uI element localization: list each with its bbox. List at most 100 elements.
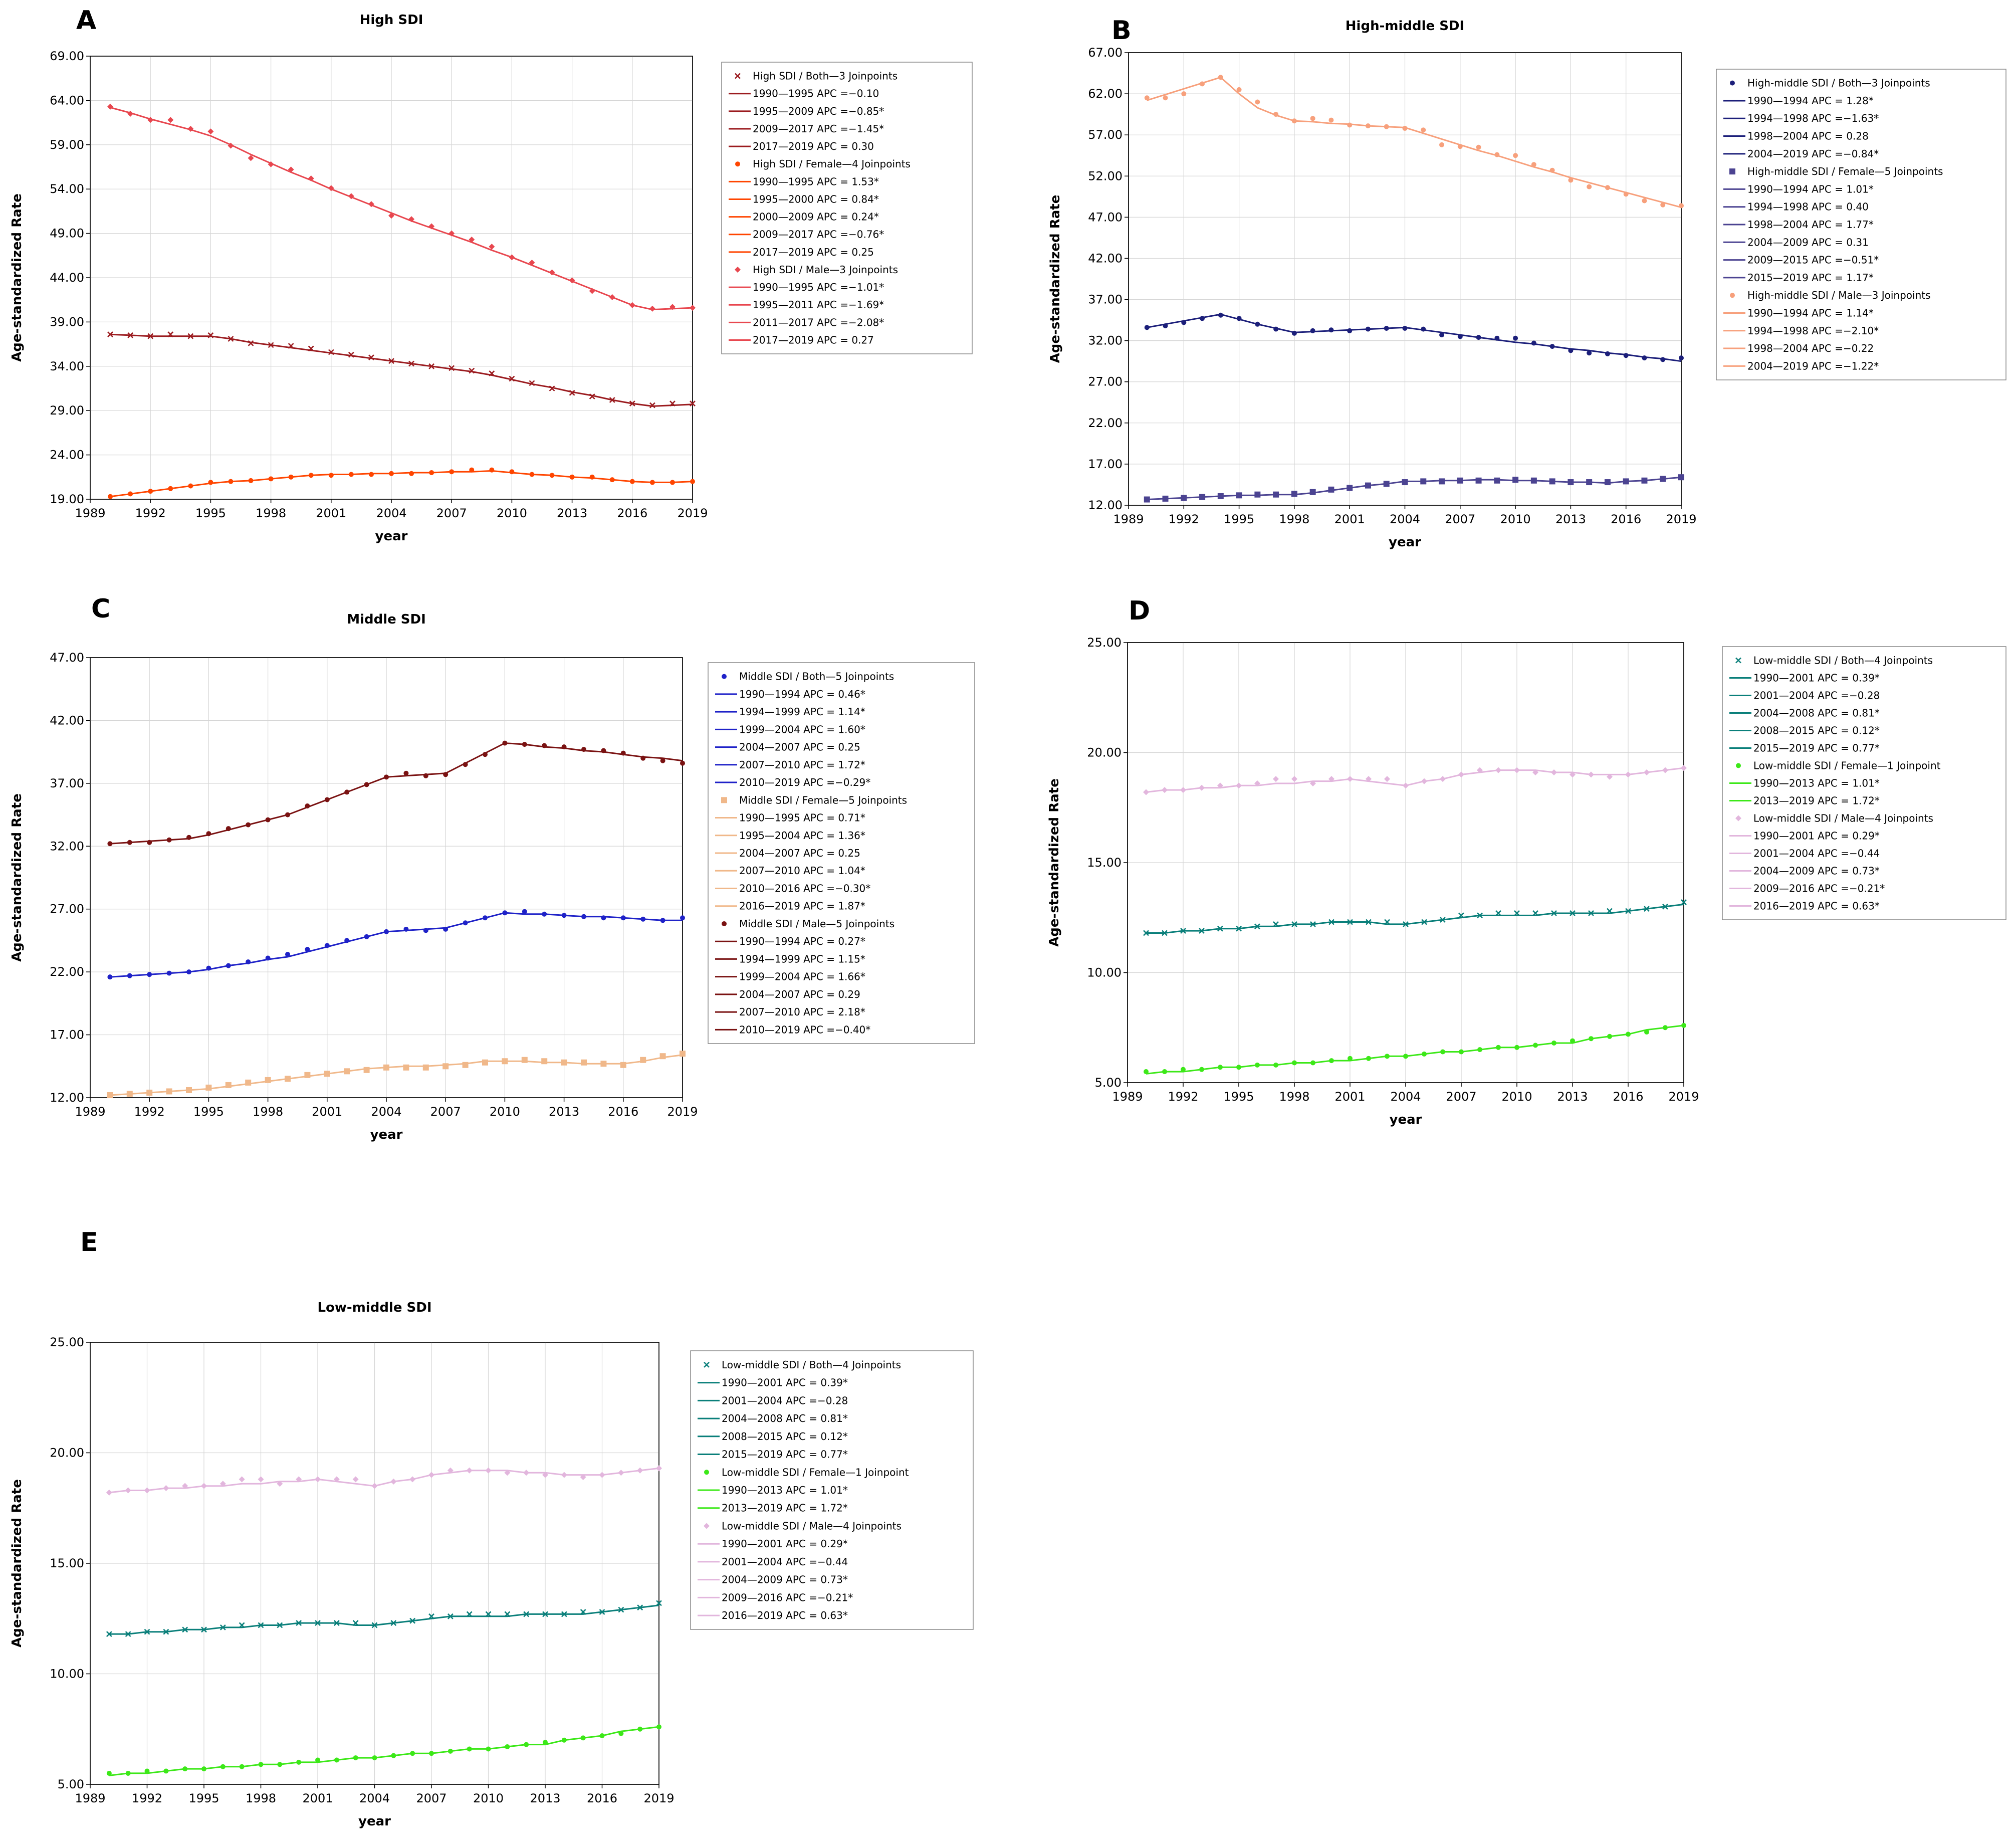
legend-apc-label: 1990—1994 APC = 1.01* bbox=[1747, 183, 1874, 195]
data-point bbox=[409, 1617, 416, 1624]
fitted-line bbox=[1146, 1024, 1684, 1075]
data-point bbox=[467, 1746, 472, 1752]
data-point bbox=[522, 909, 527, 914]
legend-series-label: High-middle SDI / Female—5 Joinpoints bbox=[1747, 165, 1943, 177]
data-point bbox=[1477, 912, 1483, 919]
legend-apc-label: 2001—2004 APC =−0.44 bbox=[722, 1556, 848, 1568]
data-point bbox=[637, 1467, 643, 1474]
x-tick-label: 1998 bbox=[1279, 512, 1309, 526]
data-point bbox=[1551, 1040, 1556, 1046]
data-point bbox=[1476, 144, 1481, 150]
data-point bbox=[1162, 1069, 1167, 1075]
data-point bbox=[1551, 769, 1557, 776]
legend-marker bbox=[722, 921, 727, 926]
fitted-line bbox=[109, 1604, 659, 1635]
data-point bbox=[106, 1489, 112, 1496]
data-point bbox=[1402, 479, 1408, 486]
data-point bbox=[388, 213, 394, 219]
y-tick-label: 69.00 bbox=[50, 49, 84, 63]
data-point bbox=[147, 972, 152, 977]
data-point bbox=[1383, 481, 1390, 487]
y-tick-label: 19.00 bbox=[50, 492, 84, 506]
data-point bbox=[186, 835, 191, 840]
x-tick-label: 2013 bbox=[1557, 1090, 1588, 1104]
data-point bbox=[1273, 491, 1279, 498]
data-point bbox=[1384, 124, 1389, 129]
x-tick-label: 2004 bbox=[1390, 512, 1420, 526]
legend-series-label: Low-middle SDI / Female—1 Joinpoint bbox=[722, 1466, 909, 1478]
data-point bbox=[277, 1481, 283, 1487]
legend-apc-label: 2009—2016 APC =−0.21* bbox=[1753, 883, 1885, 895]
data-point bbox=[1310, 328, 1315, 333]
data-point bbox=[1533, 1043, 1538, 1048]
data-point bbox=[1625, 771, 1631, 778]
data-point bbox=[1660, 357, 1666, 362]
data-point bbox=[1403, 921, 1409, 927]
legend-apc-label: 1990—2013 APC = 1.01* bbox=[1753, 777, 1880, 789]
data-point bbox=[1218, 1065, 1223, 1070]
data-point bbox=[384, 774, 389, 780]
legend-marker bbox=[704, 1361, 710, 1368]
data-point bbox=[1310, 1060, 1315, 1066]
legend-marker bbox=[704, 1523, 710, 1529]
y-tick-label: 34.00 bbox=[50, 359, 84, 373]
data-point bbox=[308, 473, 314, 478]
legend-apc-label: 2009—2016 APC =−0.21* bbox=[722, 1591, 853, 1603]
data-point bbox=[188, 483, 193, 489]
data-point bbox=[1422, 1051, 1427, 1057]
y-tick-label: 47.00 bbox=[50, 651, 84, 665]
data-point bbox=[1347, 122, 1353, 128]
data-point bbox=[1217, 925, 1223, 932]
data-point bbox=[599, 1733, 605, 1738]
y-tick-label: 20.00 bbox=[50, 1446, 84, 1460]
legend-apc-label: 1998—2004 APC =−0.22 bbox=[1747, 342, 1874, 354]
panel-letter: C bbox=[91, 594, 110, 624]
data-point bbox=[228, 336, 234, 342]
data-point bbox=[600, 1061, 607, 1067]
data-point bbox=[580, 1609, 586, 1615]
y-tick-label: 17.00 bbox=[50, 1028, 84, 1042]
data-point bbox=[580, 1735, 586, 1741]
data-point bbox=[660, 918, 665, 923]
data-point bbox=[1570, 1038, 1575, 1044]
x-tick-label: 2010 bbox=[1500, 512, 1531, 526]
series-3 bbox=[1143, 765, 1687, 795]
legend-apc-label: 1995—2009 APC =−0.85* bbox=[753, 105, 884, 117]
data-point bbox=[504, 1611, 511, 1617]
data-point bbox=[1162, 495, 1169, 502]
data-point bbox=[1236, 87, 1242, 92]
data-point bbox=[166, 1088, 172, 1095]
chart-title: Low-middle SDI bbox=[317, 1300, 431, 1315]
series-3 bbox=[107, 740, 685, 847]
data-point bbox=[680, 760, 685, 766]
x-tick-label: 1989 bbox=[1113, 512, 1144, 526]
data-point bbox=[1607, 908, 1613, 914]
data-point bbox=[125, 1631, 131, 1637]
legend-apc-label: 2004—2007 APC = 0.25 bbox=[739, 847, 860, 859]
y-axis-label: Age-standardized Rate bbox=[10, 193, 25, 362]
legend-apc-label: 2016—2019 APC = 0.63* bbox=[722, 1609, 848, 1621]
legend-apc-label: 1995—2004 APC = 1.36* bbox=[739, 830, 865, 842]
x-axis-label: year bbox=[1389, 535, 1421, 550]
data-point bbox=[428, 1472, 434, 1478]
data-point bbox=[1365, 482, 1371, 489]
data-point bbox=[599, 1609, 605, 1615]
fitted-line bbox=[1147, 313, 1682, 362]
legend-marker bbox=[704, 1470, 709, 1475]
data-point bbox=[372, 1755, 377, 1761]
data-point bbox=[618, 1606, 624, 1613]
data-point bbox=[371, 1483, 378, 1489]
data-point bbox=[1143, 789, 1149, 795]
data-point bbox=[1513, 153, 1518, 158]
data-point bbox=[1273, 326, 1279, 332]
legend-apc-label: 2010—2016 APC =−0.30* bbox=[739, 882, 870, 894]
legend-apc-label: 1995—2011 APC =−1.69* bbox=[753, 299, 884, 311]
data-point bbox=[1291, 921, 1297, 927]
data-point bbox=[125, 1487, 131, 1494]
data-point bbox=[1236, 492, 1242, 499]
data-point bbox=[219, 1481, 226, 1487]
x-tick-label: 1992 bbox=[132, 1791, 162, 1805]
data-point bbox=[1347, 919, 1353, 925]
legend-marker bbox=[722, 674, 727, 679]
data-point bbox=[1273, 921, 1279, 927]
